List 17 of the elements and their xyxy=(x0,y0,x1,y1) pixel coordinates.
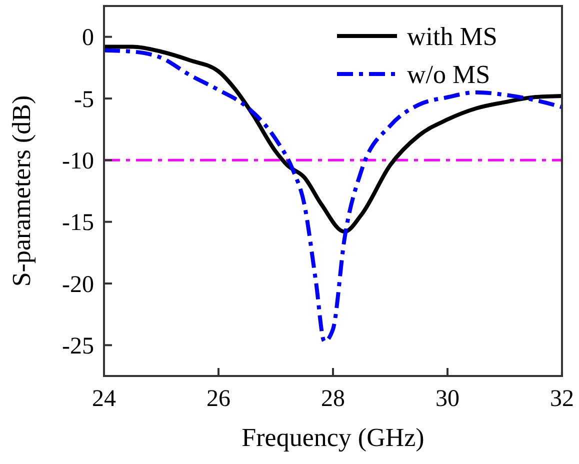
legend-label: with MS xyxy=(407,22,498,52)
y-tick-label: -25 xyxy=(62,334,94,360)
x-tick-label: 28 xyxy=(321,386,345,412)
x-tick-label: 32 xyxy=(550,386,574,412)
x-tick-label: 24 xyxy=(92,386,116,412)
y-tick-label: -10 xyxy=(62,148,94,175)
x-axis-title: Frequency (GHz) xyxy=(242,423,424,452)
legend-label: w/o MS xyxy=(407,60,490,90)
y-tick-label: -5 xyxy=(74,86,94,113)
y-tick-label: 0 xyxy=(82,25,94,52)
x-tick-label: 30 xyxy=(436,386,460,412)
y-tick-label: -15 xyxy=(62,210,94,236)
y-axis-title: S-parameters (dB) xyxy=(7,95,36,287)
line-series xyxy=(102,48,564,344)
line-series xyxy=(102,44,564,234)
x-tick-label: 26 xyxy=(206,386,230,412)
y-tick-label: -20 xyxy=(62,272,94,298)
